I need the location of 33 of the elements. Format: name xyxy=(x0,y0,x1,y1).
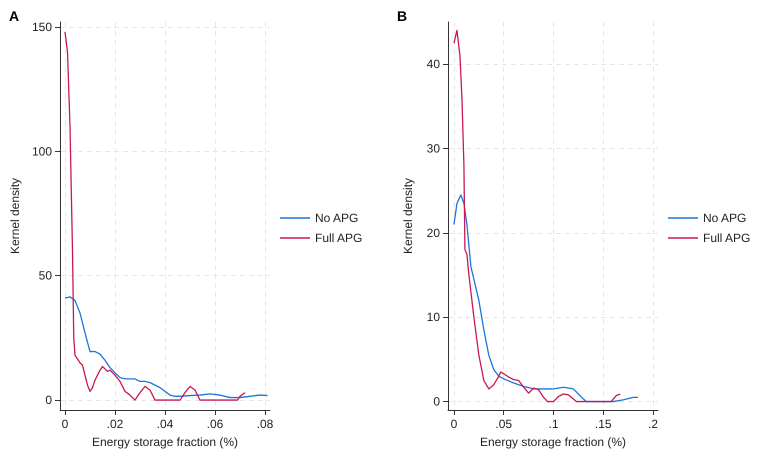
x-tick-label: .1 xyxy=(548,417,559,431)
chart-title: A xyxy=(9,8,20,24)
x-tick-label: .15 xyxy=(594,417,612,431)
y-tick-label: 0 xyxy=(433,394,440,409)
line-series xyxy=(453,30,621,402)
x-tick-label: .06 xyxy=(206,417,224,431)
y-tick-label: 10 xyxy=(426,310,440,324)
legend-label: Full APG xyxy=(703,231,750,245)
line-series xyxy=(64,296,268,398)
legend-label: No APG xyxy=(703,211,746,225)
legend-label: Full APG xyxy=(315,231,362,245)
x-axis-title: Energy storage fraction (%) xyxy=(480,435,626,449)
y-tick-label: 30 xyxy=(426,142,440,156)
y-tick-label: 50 xyxy=(38,268,52,283)
x-axis-title: Energy storage fraction (%) xyxy=(92,435,238,449)
y-tick-label: 20 xyxy=(426,226,440,240)
x-tick-label: .08 xyxy=(256,417,274,431)
line-series xyxy=(64,31,246,401)
y-tick-label: 40 xyxy=(426,57,440,72)
y-tick-label: 0 xyxy=(45,393,52,408)
x-tick-label: .05 xyxy=(495,417,512,431)
y-axis-title: Kernel density xyxy=(401,178,415,254)
y-tick-label: 150 xyxy=(32,20,52,34)
chart-title: B xyxy=(397,8,408,24)
line-series xyxy=(453,194,639,402)
x-tick-label: 0 xyxy=(62,417,69,431)
y-axis-title: Kernel density xyxy=(8,178,22,254)
legend-label: No APG xyxy=(315,211,358,225)
x-tick-label: .02 xyxy=(106,417,124,431)
y-tick-label: 100 xyxy=(32,144,52,158)
x-tick-label: .04 xyxy=(156,417,174,431)
x-tick-label: .2 xyxy=(648,417,658,431)
x-tick-label: 0 xyxy=(450,417,458,431)
